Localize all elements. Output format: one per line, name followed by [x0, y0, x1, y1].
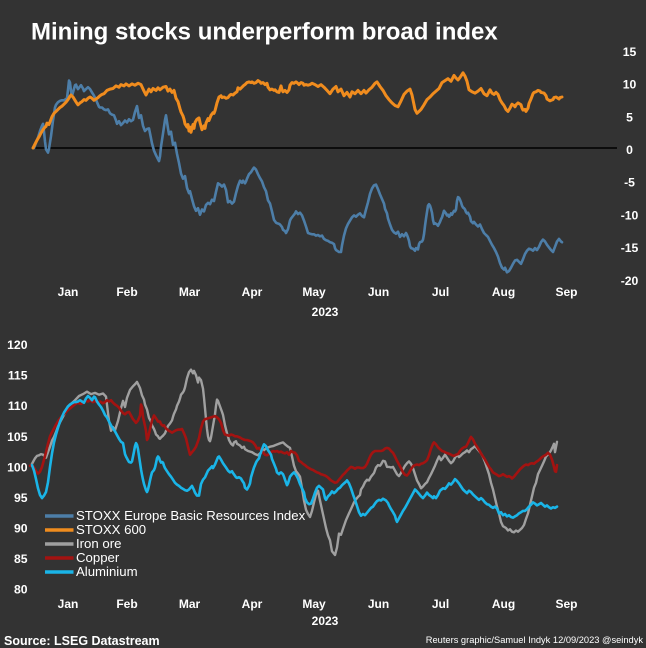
svg-text:May: May — [302, 597, 326, 611]
svg-text:Jul: Jul — [432, 285, 449, 299]
svg-text:2023: 2023 — [312, 614, 339, 628]
svg-text:Aug: Aug — [492, 597, 515, 611]
svg-text:80: 80 — [14, 583, 28, 597]
svg-text:15: 15 — [623, 45, 637, 59]
svg-text:STOXX Europe Basic Resources I: STOXX Europe Basic Resources Index — [76, 508, 306, 523]
svg-text:85: 85 — [14, 552, 28, 566]
svg-text:120: 120 — [7, 338, 28, 352]
svg-text:100: 100 — [7, 460, 28, 474]
svg-text:Reuters graphic/Samuel Indyk 1: Reuters graphic/Samuel Indyk 12/09/2023 … — [426, 635, 644, 645]
svg-text:Sep: Sep — [555, 285, 577, 299]
svg-text:Copper: Copper — [76, 550, 120, 565]
svg-text:10: 10 — [623, 78, 637, 92]
svg-text:5: 5 — [626, 110, 633, 124]
svg-text:Jun: Jun — [368, 285, 389, 299]
svg-text:Apr: Apr — [242, 597, 263, 611]
svg-text:2023: 2023 — [312, 305, 339, 319]
svg-text:110: 110 — [8, 399, 28, 413]
svg-text:105: 105 — [7, 430, 28, 444]
svg-text:May: May — [302, 285, 326, 299]
svg-text:0: 0 — [626, 143, 633, 157]
svg-text:Feb: Feb — [116, 597, 137, 611]
svg-text:Iron ore: Iron ore — [76, 536, 121, 551]
svg-text:-10: -10 — [621, 208, 639, 222]
svg-text:-15: -15 — [621, 241, 639, 255]
svg-text:95: 95 — [14, 491, 28, 505]
svg-text:Feb: Feb — [116, 285, 137, 299]
svg-text:Jan: Jan — [58, 285, 79, 299]
svg-text:STOXX 600: STOXX 600 — [76, 522, 146, 537]
svg-text:Mining stocks underperform bro: Mining stocks underperform broad index — [31, 19, 498, 46]
svg-text:-5: -5 — [624, 176, 635, 190]
svg-text:Jul: Jul — [432, 597, 449, 611]
svg-text:115: 115 — [8, 369, 28, 383]
svg-text:-20: -20 — [621, 274, 639, 288]
svg-text:Jun: Jun — [368, 597, 389, 611]
svg-text:Mar: Mar — [179, 597, 201, 611]
svg-text:Source: LSEG Datastream: Source: LSEG Datastream — [4, 634, 160, 648]
svg-text:Aug: Aug — [492, 285, 515, 299]
svg-text:Sep: Sep — [555, 597, 577, 611]
svg-text:Aluminium: Aluminium — [76, 564, 138, 579]
svg-text:Jan: Jan — [58, 597, 79, 611]
svg-text:Apr: Apr — [242, 285, 263, 299]
svg-text:Mar: Mar — [179, 285, 201, 299]
svg-text:90: 90 — [14, 522, 28, 536]
